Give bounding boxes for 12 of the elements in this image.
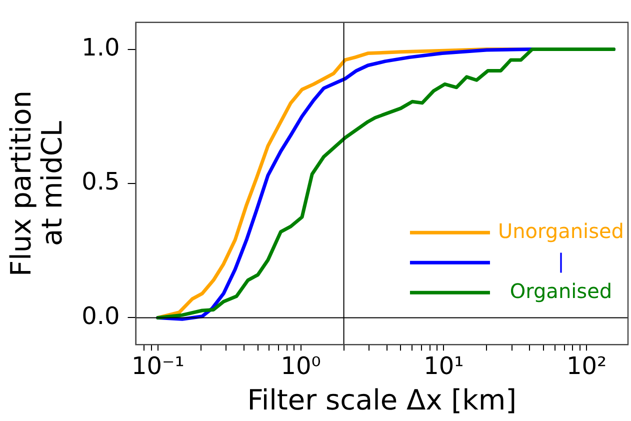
y-tick-label: 0.0 — [82, 302, 120, 330]
text: | — [558, 248, 564, 273]
legend-label: Unorganised — [498, 218, 624, 243]
x-axis-title: Filter scale Δx [km] — [247, 383, 517, 416]
x-tick-label: 10⁰ — [280, 352, 321, 380]
x-tick-label: 10² — [566, 352, 607, 380]
y-axis-title: Flux partition at midCL — [4, 90, 68, 276]
y-tick-label: 0.5 — [82, 168, 120, 196]
x-tick-label: 10⁻¹ — [131, 352, 184, 380]
x-tick-label: 10¹ — [424, 352, 464, 380]
legend-label: Organised — [510, 278, 612, 303]
y-tick-label: 1.0 — [82, 33, 120, 62]
